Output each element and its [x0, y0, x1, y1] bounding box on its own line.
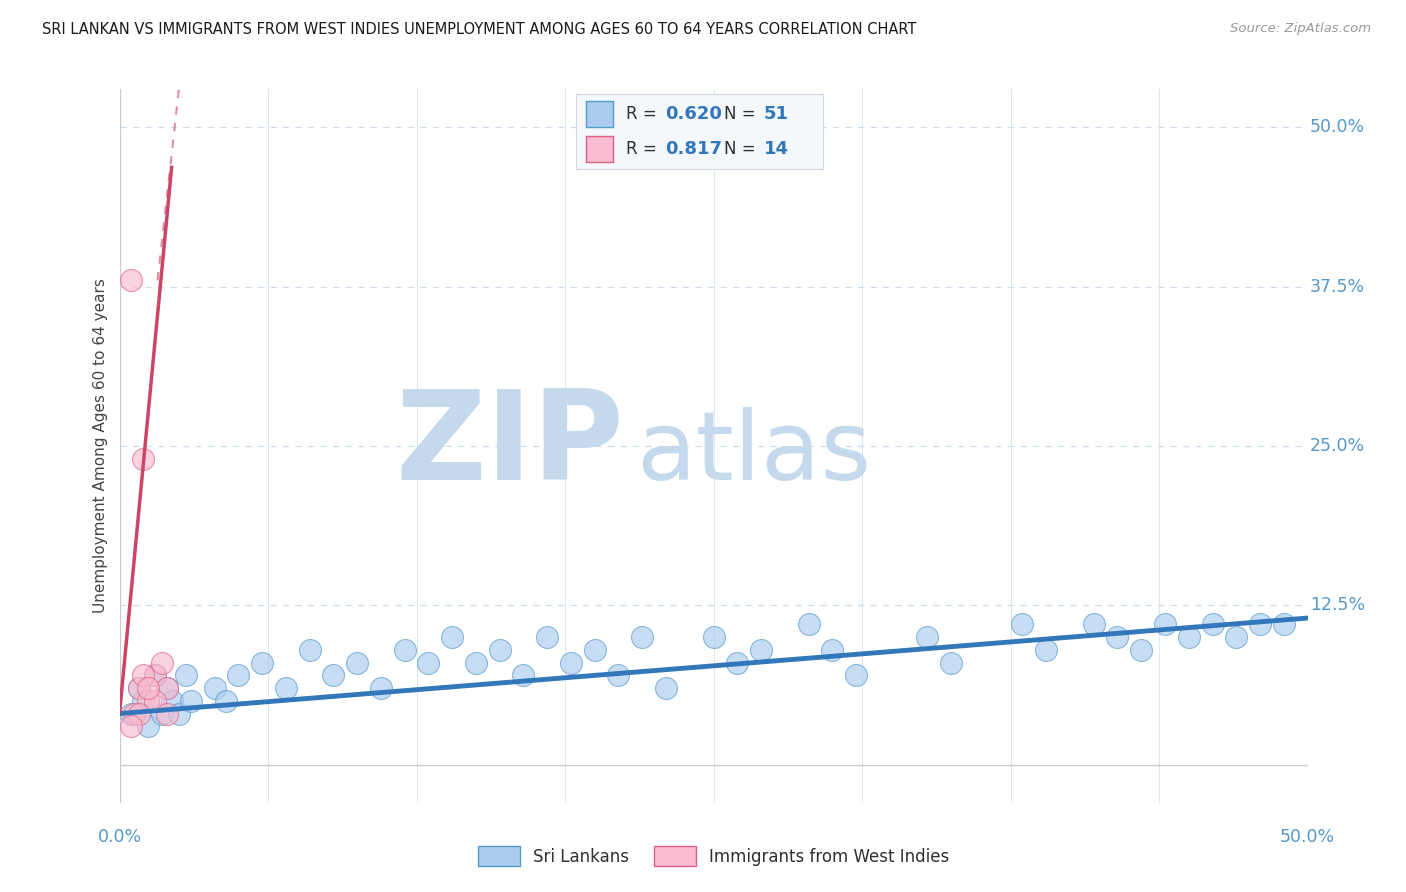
Point: [180, 694, 202, 708]
Legend: Sri Lankans, Immigrants from West Indies: Sri Lankans, Immigrants from West Indies: [471, 839, 956, 873]
Point: [228, 668, 250, 682]
Text: 12.5%: 12.5%: [1310, 596, 1365, 615]
Text: N =: N =: [724, 105, 761, 123]
Point: [394, 643, 416, 657]
Point: [1107, 630, 1129, 644]
Point: [132, 694, 155, 708]
Point: [143, 694, 166, 708]
Text: 0.817: 0.817: [665, 140, 723, 158]
Point: [917, 630, 939, 644]
Point: [821, 643, 844, 657]
Point: [536, 630, 558, 644]
Point: [1225, 630, 1247, 644]
Text: 14: 14: [763, 140, 789, 158]
Point: [1249, 617, 1271, 632]
Point: [156, 681, 179, 695]
Point: [156, 681, 179, 695]
Point: [143, 668, 166, 682]
Point: [298, 643, 321, 657]
Point: [128, 706, 150, 721]
Point: [132, 668, 155, 682]
Point: [250, 656, 273, 670]
Point: [797, 617, 820, 632]
Point: [143, 668, 166, 682]
Point: [749, 643, 772, 657]
Bar: [586, 136, 613, 161]
Text: 51: 51: [763, 105, 789, 123]
Point: [1154, 617, 1177, 632]
Point: [725, 656, 748, 670]
Point: [160, 694, 183, 708]
Text: atlas: atlas: [637, 407, 872, 500]
Text: Source: ZipAtlas.com: Source: ZipAtlas.com: [1230, 22, 1371, 36]
Point: [120, 706, 142, 721]
Point: [631, 630, 654, 644]
Point: [128, 681, 150, 695]
Text: 50.0%: 50.0%: [1310, 119, 1365, 136]
Point: [204, 681, 226, 695]
Y-axis label: Unemployment Among Ages 60 to 64 years: Unemployment Among Ages 60 to 64 years: [93, 278, 108, 614]
Text: 0.0%: 0.0%: [97, 828, 142, 846]
Text: 50.0%: 50.0%: [1279, 828, 1336, 846]
Point: [136, 681, 159, 695]
Point: [939, 656, 962, 670]
Point: [136, 694, 159, 708]
Point: [464, 656, 488, 670]
Point: [215, 694, 238, 708]
Point: [1272, 617, 1295, 632]
Point: [167, 706, 190, 721]
Text: SRI LANKAN VS IMMIGRANTS FROM WEST INDIES UNEMPLOYMENT AMONG AGES 60 TO 64 YEARS: SRI LANKAN VS IMMIGRANTS FROM WEST INDIE…: [42, 22, 917, 37]
Point: [150, 706, 173, 721]
Point: [1011, 617, 1033, 632]
Point: [346, 656, 368, 670]
Point: [122, 706, 145, 721]
Bar: [586, 101, 613, 127]
Point: [702, 630, 725, 644]
Point: [1178, 630, 1201, 644]
Point: [120, 273, 142, 287]
Point: [1201, 617, 1223, 632]
Text: ZIP: ZIP: [395, 385, 624, 507]
Point: [655, 681, 678, 695]
Point: [418, 656, 440, 670]
Point: [1130, 643, 1153, 657]
Text: R =: R =: [626, 105, 662, 123]
Point: [583, 643, 606, 657]
Text: 37.5%: 37.5%: [1310, 277, 1365, 296]
Point: [512, 668, 534, 682]
Point: [174, 668, 197, 682]
Point: [120, 719, 142, 733]
Point: [274, 681, 297, 695]
Point: [370, 681, 392, 695]
Point: [156, 706, 179, 721]
Point: [322, 668, 344, 682]
Point: [128, 681, 150, 695]
Point: [132, 451, 155, 466]
Point: [488, 643, 510, 657]
Text: N =: N =: [724, 140, 761, 158]
Point: [1035, 643, 1057, 657]
Text: 0.620: 0.620: [665, 105, 721, 123]
Point: [136, 719, 159, 733]
Point: [845, 668, 868, 682]
Point: [150, 656, 173, 670]
Point: [1083, 617, 1105, 632]
Text: 25.0%: 25.0%: [1310, 437, 1365, 455]
Point: [441, 630, 464, 644]
Point: [560, 656, 582, 670]
Text: R =: R =: [626, 140, 666, 158]
Point: [607, 668, 630, 682]
